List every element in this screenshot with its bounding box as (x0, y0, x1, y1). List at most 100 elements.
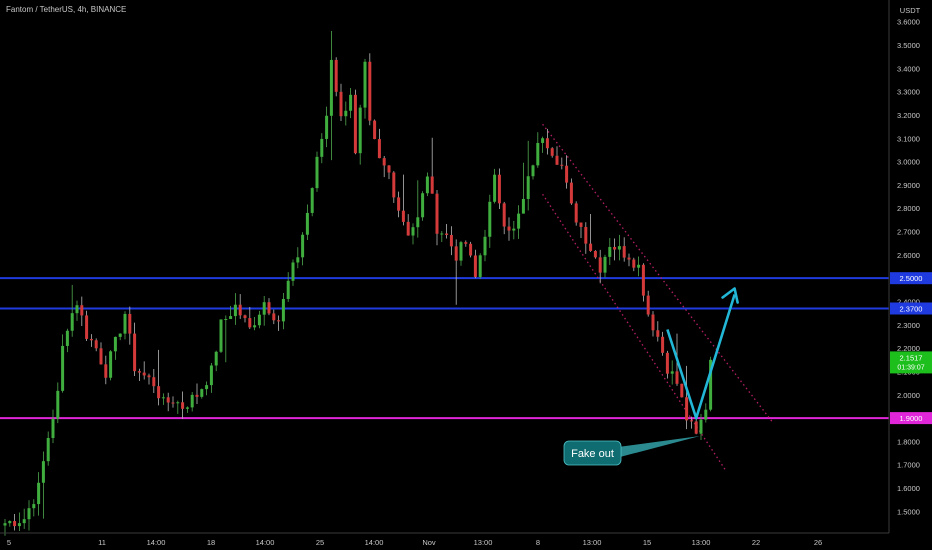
candle-body (387, 165, 391, 173)
candle-body (41, 461, 45, 483)
candle-body (195, 394, 199, 397)
candle-body (651, 314, 655, 331)
candle-body (637, 264, 641, 268)
candle-body (689, 420, 693, 422)
candle-body (94, 340, 98, 349)
y-tick-label: 2.6000 (897, 251, 920, 260)
candle-body (449, 235, 453, 247)
candle-body (161, 397, 165, 399)
candle-body (185, 407, 189, 409)
candle-body (277, 320, 281, 322)
x-tick-label: 26 (814, 538, 822, 547)
x-tick-label: 14:00 (147, 538, 166, 547)
x-tick-label: 13:00 (692, 538, 711, 547)
candle-body (315, 156, 319, 189)
candle-body (257, 314, 261, 326)
candle-body (13, 521, 17, 527)
candle-body (32, 504, 36, 509)
candle-body (411, 227, 415, 236)
candle-body (17, 523, 21, 527)
x-tick-label: 22 (752, 538, 760, 547)
candle-body (349, 94, 353, 111)
candle-body (377, 139, 381, 159)
candle-body (176, 402, 180, 404)
price-tag-resistance-upper: 2.5000 (900, 274, 923, 283)
candle-body (440, 233, 444, 235)
candle-body (358, 107, 362, 154)
candle-body (281, 298, 285, 322)
candle-body (469, 243, 473, 256)
x-tick-label: Nov (422, 538, 436, 547)
candle-body (262, 302, 266, 315)
candle-body (526, 176, 530, 199)
candle-body (584, 226, 588, 244)
fake-out-annotation: Fake out (563, 436, 700, 466)
candle-body (617, 246, 621, 250)
chart-title: Fantom / TetherUS, 4h, BINANCE (6, 5, 127, 14)
candle-body (329, 59, 333, 116)
candle-body (473, 255, 477, 277)
candle-body (704, 409, 708, 420)
candle-body (574, 203, 578, 223)
candle-body (445, 233, 449, 236)
candle-body (8, 521, 12, 524)
candle-body (397, 197, 401, 211)
candle-body (310, 188, 314, 213)
candle-body (56, 390, 60, 419)
y-tick-label: 3.2000 (897, 111, 920, 120)
y-tick-label: 2.0000 (897, 391, 920, 400)
candle-body (699, 419, 703, 434)
candle-body (709, 359, 713, 410)
candle-body (416, 217, 420, 228)
candle-body (61, 345, 65, 391)
candle-body (512, 228, 516, 231)
x-tick-label: 18 (207, 538, 215, 547)
candle-body (675, 371, 679, 384)
descending-channel (542, 123, 774, 470)
x-tick-label: 15 (643, 538, 651, 547)
candle-body (200, 389, 204, 397)
candle-body (401, 210, 405, 222)
y-tick-label: 3.3000 (897, 88, 920, 97)
candle-body (305, 212, 309, 235)
candle-body (569, 182, 573, 204)
candle-body (497, 174, 501, 204)
candle-body (656, 330, 660, 337)
candle-body (272, 313, 276, 321)
candle-body (685, 397, 689, 421)
candle-body (536, 142, 540, 166)
candle-body (157, 386, 161, 399)
candle-body (373, 120, 377, 140)
y-tick-label: 3.5000 (897, 41, 920, 50)
candle-body (579, 222, 583, 227)
horizontal-levels (0, 277, 889, 420)
candle-body (286, 280, 290, 299)
callout-pointer (618, 436, 700, 457)
candle-body (608, 246, 612, 257)
y-tick-label: 1.5000 (897, 507, 920, 516)
x-tick-label: 5 (7, 538, 11, 547)
candle-body (493, 174, 497, 202)
candle-body (3, 523, 7, 526)
candle-body (253, 325, 257, 328)
price-tag-support: 1.9000 (900, 414, 923, 423)
candle-body (430, 176, 434, 194)
candle-body (27, 508, 31, 520)
candle-body (550, 148, 554, 156)
price-tag-support-bg (890, 412, 932, 425)
current-price-bg (890, 351, 932, 374)
candle-body (301, 234, 305, 258)
y-tick-label: 2.8000 (897, 204, 920, 213)
candle-body (521, 198, 525, 214)
candle-body (560, 164, 564, 166)
candle-body (205, 385, 209, 390)
candle-body (334, 59, 338, 92)
candle-body (133, 333, 137, 372)
candle-body (488, 201, 492, 237)
channel-lower-line (542, 193, 726, 470)
candle-body (248, 318, 252, 328)
candles (3, 30, 713, 536)
current-price-label: 2.1517 (900, 353, 923, 362)
candle-body (109, 351, 113, 378)
